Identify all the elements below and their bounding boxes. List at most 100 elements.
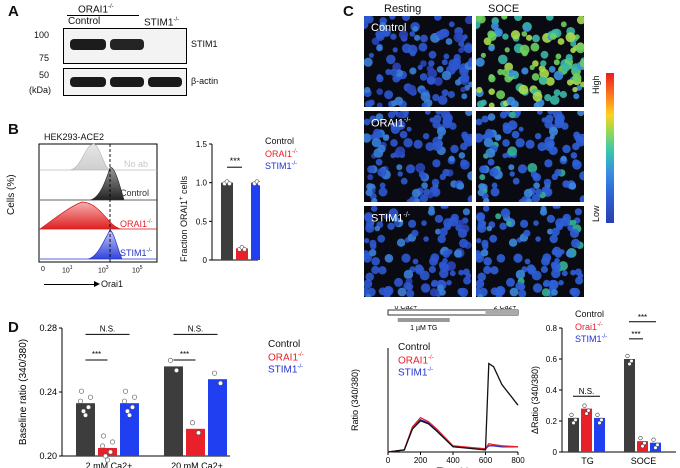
image-orai1-resting: ORAI1-/-	[364, 111, 472, 202]
cell	[437, 32, 445, 40]
cell-line-label: HEK293-ACE2	[44, 132, 105, 142]
delta-sig-soce-1-label: ***	[638, 313, 647, 322]
cell	[536, 111, 543, 115]
protocol-label-0ca: 0 Ca2+	[395, 306, 418, 311]
cell	[570, 40, 577, 47]
cell	[479, 174, 486, 181]
cell	[544, 159, 553, 168]
delta-point	[640, 444, 645, 449]
cell	[371, 257, 380, 266]
cell	[572, 86, 578, 93]
cell	[539, 76, 547, 85]
cell	[463, 44, 472, 54]
baseline-legend-stim1: STIM1-/-	[268, 364, 304, 376]
fraction-point	[257, 181, 260, 186]
cell	[512, 177, 520, 185]
delta-point	[595, 412, 600, 417]
cell	[554, 258, 560, 264]
fraction-bar	[221, 182, 233, 260]
cell	[379, 22, 387, 31]
histogram-no-ab	[40, 143, 157, 171]
cell	[548, 66, 556, 73]
histogram-ylabel: Cells (%)	[6, 174, 17, 215]
cell	[579, 171, 584, 181]
mw-kda: (kDa)	[29, 85, 51, 95]
cell	[389, 68, 398, 77]
cell	[532, 91, 543, 102]
cell	[371, 206, 378, 212]
cell	[400, 177, 408, 185]
cell	[519, 44, 530, 55]
cell	[572, 142, 580, 151]
cell	[409, 31, 416, 37]
cell	[373, 148, 384, 158]
cell	[397, 287, 407, 297]
scale-high: High	[591, 75, 601, 94]
cell	[445, 38, 453, 45]
fraction-legend-orai1: ORAI1-/-	[265, 149, 298, 159]
cell	[439, 268, 449, 279]
cell	[417, 64, 423, 70]
cell	[396, 164, 403, 171]
cell	[482, 243, 489, 250]
cell	[403, 138, 413, 148]
delta-ytick-label: 0.2	[546, 417, 558, 426]
cell	[465, 111, 472, 117]
fraction-sig-label: ***	[230, 156, 241, 166]
blot-header-line	[67, 15, 139, 16]
fraction-legend-stim1: STIM1-/-	[265, 161, 298, 171]
cell	[505, 111, 511, 115]
delta-bar	[568, 417, 579, 452]
cell	[575, 276, 584, 285]
cell	[441, 59, 448, 66]
cell	[421, 182, 428, 189]
cell	[549, 32, 557, 40]
baseline-point	[101, 433, 107, 439]
cell	[515, 282, 524, 291]
cell	[364, 287, 370, 296]
histogram-frame	[38, 143, 158, 263]
cell	[437, 95, 448, 105]
orai1-arrow	[44, 284, 96, 285]
cell	[579, 59, 584, 68]
panel-letter-a: A	[8, 3, 19, 20]
baseline-ytick-label: 0.28	[39, 323, 57, 333]
cell	[517, 164, 528, 174]
cell	[397, 171, 403, 177]
image-orai1-soce	[476, 111, 584, 202]
cell	[463, 276, 472, 285]
cell	[460, 142, 468, 151]
cell	[364, 253, 372, 263]
cell	[531, 194, 541, 202]
cell	[458, 40, 465, 47]
panel-letter-b: B	[8, 121, 19, 138]
cell	[390, 139, 398, 147]
cell	[461, 93, 468, 100]
cell	[433, 77, 443, 86]
cell	[395, 69, 404, 77]
cell	[576, 16, 584, 25]
cell	[485, 148, 496, 158]
cell	[395, 120, 406, 131]
cell	[477, 293, 484, 297]
baseline-point	[218, 380, 224, 386]
delta-bar	[594, 417, 605, 452]
cell	[476, 253, 484, 263]
cell	[558, 280, 564, 286]
baseline-point	[103, 453, 109, 459]
cell	[496, 254, 506, 263]
cell	[521, 196, 528, 202]
cell	[554, 113, 565, 124]
cell	[476, 287, 482, 296]
cell	[532, 60, 539, 67]
cell	[364, 214, 373, 223]
cell	[412, 258, 419, 265]
baseline-ytick-label: 0.24	[39, 387, 57, 397]
cell	[480, 249, 489, 257]
cell	[419, 194, 429, 202]
cell	[423, 236, 429, 242]
tg-bar	[397, 318, 450, 322]
baseline-bar	[76, 403, 95, 456]
color-scale-bar	[606, 73, 614, 223]
cell	[374, 225, 381, 232]
